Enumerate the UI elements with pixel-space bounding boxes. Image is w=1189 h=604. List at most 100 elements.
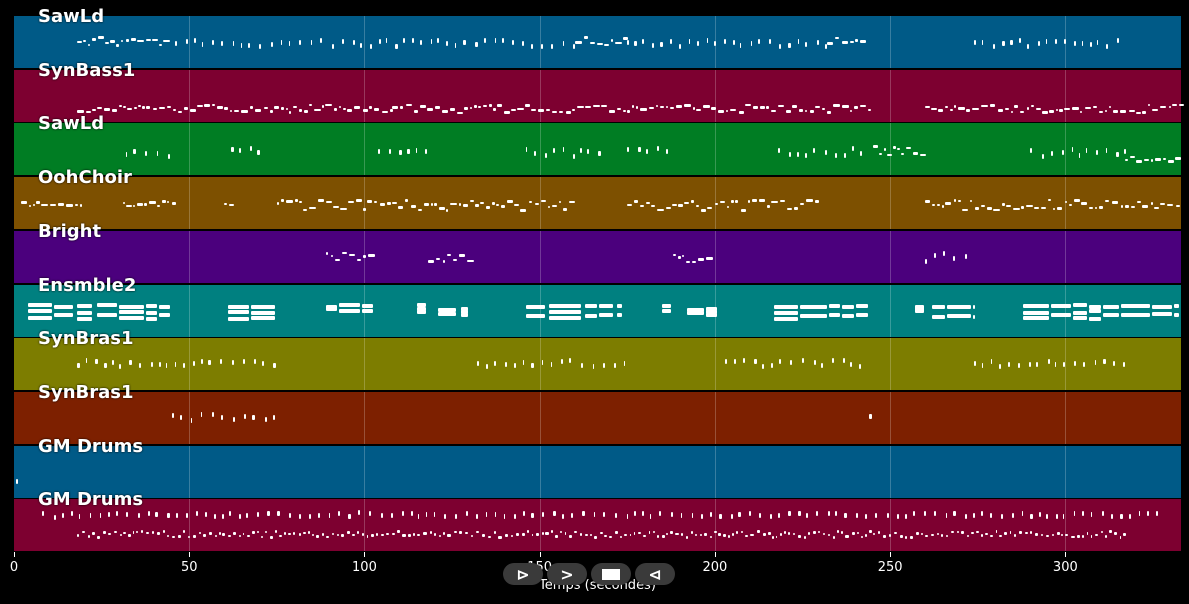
note bbox=[659, 105, 664, 109]
note bbox=[77, 316, 93, 321]
note bbox=[540, 43, 543, 49]
note bbox=[86, 110, 91, 114]
note bbox=[1152, 312, 1172, 317]
note bbox=[748, 200, 751, 203]
note bbox=[762, 533, 766, 536]
note bbox=[1138, 511, 1141, 517]
note bbox=[338, 510, 340, 516]
track-lane[interactable]: OohChoir bbox=[14, 167, 1181, 229]
note bbox=[77, 311, 93, 316]
note bbox=[1098, 110, 1103, 114]
note bbox=[1159, 105, 1167, 109]
note bbox=[534, 150, 536, 156]
note bbox=[159, 43, 162, 47]
note bbox=[816, 511, 819, 517]
note bbox=[756, 530, 760, 533]
track-lane[interactable]: SawLd bbox=[14, 113, 1182, 175]
note bbox=[966, 534, 969, 538]
note bbox=[511, 40, 514, 46]
note bbox=[827, 533, 831, 537]
note bbox=[799, 313, 828, 318]
note bbox=[684, 201, 689, 205]
note bbox=[1010, 110, 1013, 114]
note bbox=[243, 359, 245, 365]
note bbox=[617, 303, 623, 308]
track-lane[interactable]: SynBras1 bbox=[14, 328, 1181, 390]
note bbox=[463, 40, 466, 46]
note bbox=[879, 152, 882, 156]
note bbox=[709, 512, 712, 518]
note bbox=[551, 204, 557, 208]
note bbox=[1013, 207, 1020, 211]
note bbox=[36, 201, 40, 204]
note bbox=[1027, 44, 1030, 50]
note bbox=[851, 532, 855, 535]
note bbox=[691, 260, 697, 264]
note bbox=[1173, 303, 1180, 308]
note bbox=[186, 513, 189, 519]
note bbox=[580, 362, 583, 368]
play-button[interactable]: ⊳ bbox=[503, 563, 543, 585]
note bbox=[405, 103, 413, 107]
note bbox=[77, 303, 93, 308]
track-name-label: OohChoir bbox=[38, 167, 132, 188]
note bbox=[288, 40, 291, 46]
note bbox=[1042, 111, 1048, 114]
grid-line bbox=[189, 177, 191, 229]
forward-button[interactable]: > bbox=[547, 563, 587, 585]
note bbox=[214, 534, 217, 538]
note bbox=[211, 40, 215, 46]
note bbox=[196, 104, 203, 108]
track-lane[interactable]: GM Drums bbox=[14, 436, 1181, 498]
note bbox=[569, 535, 572, 538]
note bbox=[254, 109, 262, 112]
track-lane[interactable]: SawLd bbox=[14, 6, 1181, 68]
note bbox=[1055, 513, 1058, 519]
track-lane[interactable]: SynBras1 bbox=[14, 382, 1181, 444]
note bbox=[534, 202, 540, 206]
grid-line bbox=[539, 338, 541, 390]
note bbox=[815, 105, 821, 109]
note bbox=[1078, 153, 1081, 159]
note bbox=[974, 361, 977, 367]
note bbox=[860, 104, 866, 108]
grid-line bbox=[364, 338, 366, 390]
note bbox=[648, 106, 655, 110]
note bbox=[362, 208, 367, 211]
note bbox=[502, 38, 504, 44]
note bbox=[938, 109, 943, 112]
note bbox=[302, 531, 306, 535]
note bbox=[592, 363, 594, 369]
note bbox=[573, 153, 575, 159]
track-lane[interactable]: SynBass1 bbox=[14, 60, 1185, 122]
note bbox=[498, 536, 502, 539]
note bbox=[281, 107, 284, 110]
note bbox=[309, 103, 313, 107]
note bbox=[665, 206, 671, 210]
note bbox=[493, 108, 496, 111]
note bbox=[627, 203, 633, 207]
note bbox=[680, 513, 683, 519]
rewind-button[interactable]: ⊲ bbox=[635, 563, 675, 585]
note bbox=[340, 534, 344, 537]
note bbox=[945, 202, 952, 205]
note bbox=[934, 253, 937, 259]
track-lane[interactable]: GM Drums bbox=[14, 489, 1181, 551]
note bbox=[893, 531, 897, 535]
note bbox=[351, 533, 355, 537]
note bbox=[526, 530, 529, 533]
note bbox=[962, 208, 969, 212]
x-tick-label: 250 bbox=[877, 560, 903, 575]
grid-line bbox=[714, 231, 716, 283]
note bbox=[915, 532, 920, 535]
stop-button[interactable] bbox=[591, 563, 631, 585]
note bbox=[183, 107, 189, 110]
grid-line bbox=[714, 392, 716, 444]
note bbox=[883, 535, 886, 538]
note bbox=[562, 514, 564, 520]
track-lane[interactable]: Ensmble2 bbox=[14, 275, 1181, 337]
note bbox=[1092, 105, 1098, 109]
track-lane[interactable]: Bright bbox=[14, 221, 1181, 283]
note bbox=[585, 105, 592, 109]
note bbox=[1089, 304, 1101, 309]
